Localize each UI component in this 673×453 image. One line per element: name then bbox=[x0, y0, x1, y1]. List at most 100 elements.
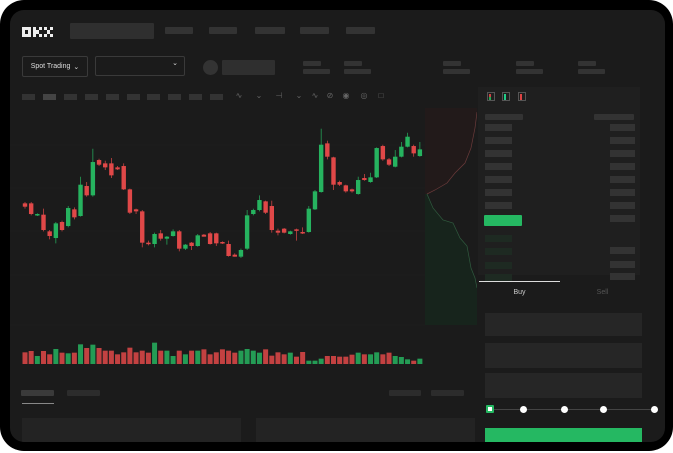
ask-price[interactable] bbox=[485, 150, 512, 157]
timeframe-button[interactable] bbox=[22, 94, 35, 100]
timeframe-button[interactable] bbox=[189, 94, 202, 100]
draw-icon[interactable]: ⊣ bbox=[275, 91, 283, 100]
candle-body bbox=[220, 242, 225, 244]
total-input[interactable] bbox=[485, 373, 642, 398]
tab-history[interactable] bbox=[67, 390, 100, 396]
camera-icon[interactable]: ◉ bbox=[342, 91, 350, 100]
candle-body bbox=[53, 223, 59, 239]
volume-bar bbox=[300, 352, 306, 364]
book-asks-icon[interactable] bbox=[518, 92, 526, 101]
ask-price[interactable] bbox=[485, 202, 512, 209]
timeframe-button[interactable] bbox=[168, 94, 181, 100]
volume-bar bbox=[368, 354, 374, 364]
slider-stop[interactable] bbox=[651, 406, 658, 413]
candle-body bbox=[337, 182, 342, 185]
nav-item[interactable] bbox=[346, 27, 375, 34]
timeframe-button[interactable] bbox=[106, 94, 119, 100]
filter-button[interactable] bbox=[389, 390, 421, 396]
buy-button[interactable] bbox=[485, 428, 642, 442]
candle-body bbox=[349, 189, 355, 192]
bid-price[interactable] bbox=[485, 248, 512, 255]
volume-bar bbox=[374, 352, 380, 364]
candle-body bbox=[386, 159, 392, 165]
bid-price[interactable] bbox=[485, 274, 512, 281]
timeframe-button[interactable] bbox=[85, 94, 98, 100]
nav-item[interactable] bbox=[300, 27, 329, 34]
candle-body bbox=[103, 163, 108, 168]
fullscreen-icon[interactable]: □ bbox=[378, 91, 384, 100]
candle-body bbox=[96, 160, 102, 165]
app-screen: Spot Trading ⌄ ⌄ ∿ ⌄ ⊣ ⌄ ∿ ⊘ ◉ ◎ □ bbox=[10, 10, 665, 442]
candle-body bbox=[362, 178, 367, 181]
candle-body bbox=[183, 244, 188, 249]
slider-handle[interactable] bbox=[486, 405, 494, 413]
timeframe-button[interactable] bbox=[43, 94, 56, 100]
settings-icon[interactable]: ◎ bbox=[360, 91, 368, 100]
tab-open-orders[interactable] bbox=[21, 390, 54, 396]
ask-price[interactable] bbox=[485, 137, 512, 144]
ask-price[interactable] bbox=[485, 163, 512, 170]
ask-size bbox=[610, 176, 635, 183]
volume-bar bbox=[324, 356, 330, 364]
candle-body bbox=[380, 146, 386, 160]
slider-stop[interactable] bbox=[600, 406, 607, 413]
book-both-icon[interactable] bbox=[487, 92, 495, 101]
assets-panel bbox=[256, 418, 475, 442]
line-icon[interactable]: ∿ bbox=[311, 91, 319, 100]
volume-bar bbox=[108, 350, 114, 364]
candle-body bbox=[72, 209, 77, 218]
amount-input[interactable] bbox=[485, 343, 642, 368]
candle-body bbox=[263, 201, 268, 213]
slider-stop[interactable] bbox=[561, 406, 568, 413]
candle-body bbox=[417, 149, 423, 157]
volume-bar bbox=[226, 350, 232, 364]
spot-trading-button[interactable]: Spot Trading ⌄ bbox=[22, 56, 88, 77]
filter-button[interactable] bbox=[431, 390, 464, 396]
candlestick-chart[interactable] bbox=[10, 100, 480, 375]
pair-selector[interactable]: ⌄ bbox=[95, 56, 185, 76]
last-price bbox=[484, 215, 522, 226]
ruler-icon[interactable]: ⊘ bbox=[326, 91, 334, 100]
indicator-icon[interactable]: ∿ bbox=[235, 91, 243, 100]
stat-value bbox=[443, 69, 470, 74]
price-input[interactable] bbox=[485, 313, 642, 336]
ask-price[interactable] bbox=[485, 124, 512, 131]
nav-item[interactable] bbox=[209, 27, 237, 34]
volume-bar bbox=[263, 349, 269, 364]
chevron-down-icon[interactable]: ⌄ bbox=[295, 91, 303, 100]
bid-price[interactable] bbox=[485, 235, 512, 242]
volume-bar bbox=[115, 354, 121, 364]
book-bids-icon[interactable] bbox=[502, 92, 510, 101]
ask-price[interactable] bbox=[485, 189, 512, 196]
candle-body bbox=[115, 167, 120, 170]
volume-bar bbox=[355, 352, 361, 364]
stat-label bbox=[344, 61, 362, 66]
volume-bar bbox=[170, 356, 176, 364]
timeframe-button[interactable] bbox=[64, 94, 77, 100]
okx-logo[interactable] bbox=[22, 25, 54, 37]
timeframe-button[interactable] bbox=[147, 94, 160, 100]
slider-stop[interactable] bbox=[520, 406, 527, 413]
volume-bar bbox=[213, 352, 219, 364]
ask-price[interactable] bbox=[485, 176, 512, 183]
tab-buy[interactable]: Buy bbox=[513, 289, 526, 296]
nav-item[interactable] bbox=[255, 27, 285, 34]
nav-item[interactable] bbox=[165, 27, 193, 34]
timeframe-button[interactable] bbox=[210, 94, 223, 100]
candle-body bbox=[325, 143, 330, 157]
timeframe-button[interactable] bbox=[127, 94, 140, 100]
search-bar[interactable] bbox=[70, 23, 154, 39]
candle-body bbox=[355, 180, 361, 195]
tab-sell[interactable]: Sell bbox=[596, 289, 609, 296]
tab-underline bbox=[479, 281, 560, 282]
candle-body bbox=[275, 230, 281, 233]
volume-bar bbox=[102, 350, 108, 364]
slider-track[interactable] bbox=[490, 409, 656, 410]
candle-body bbox=[189, 242, 194, 247]
chart-type-icon[interactable]: ⌄ bbox=[255, 91, 263, 100]
ask-size bbox=[610, 189, 635, 196]
volume-bar bbox=[59, 352, 65, 364]
candle-body bbox=[374, 148, 379, 178]
bid-price[interactable] bbox=[485, 262, 512, 269]
volume-bar bbox=[318, 358, 324, 364]
